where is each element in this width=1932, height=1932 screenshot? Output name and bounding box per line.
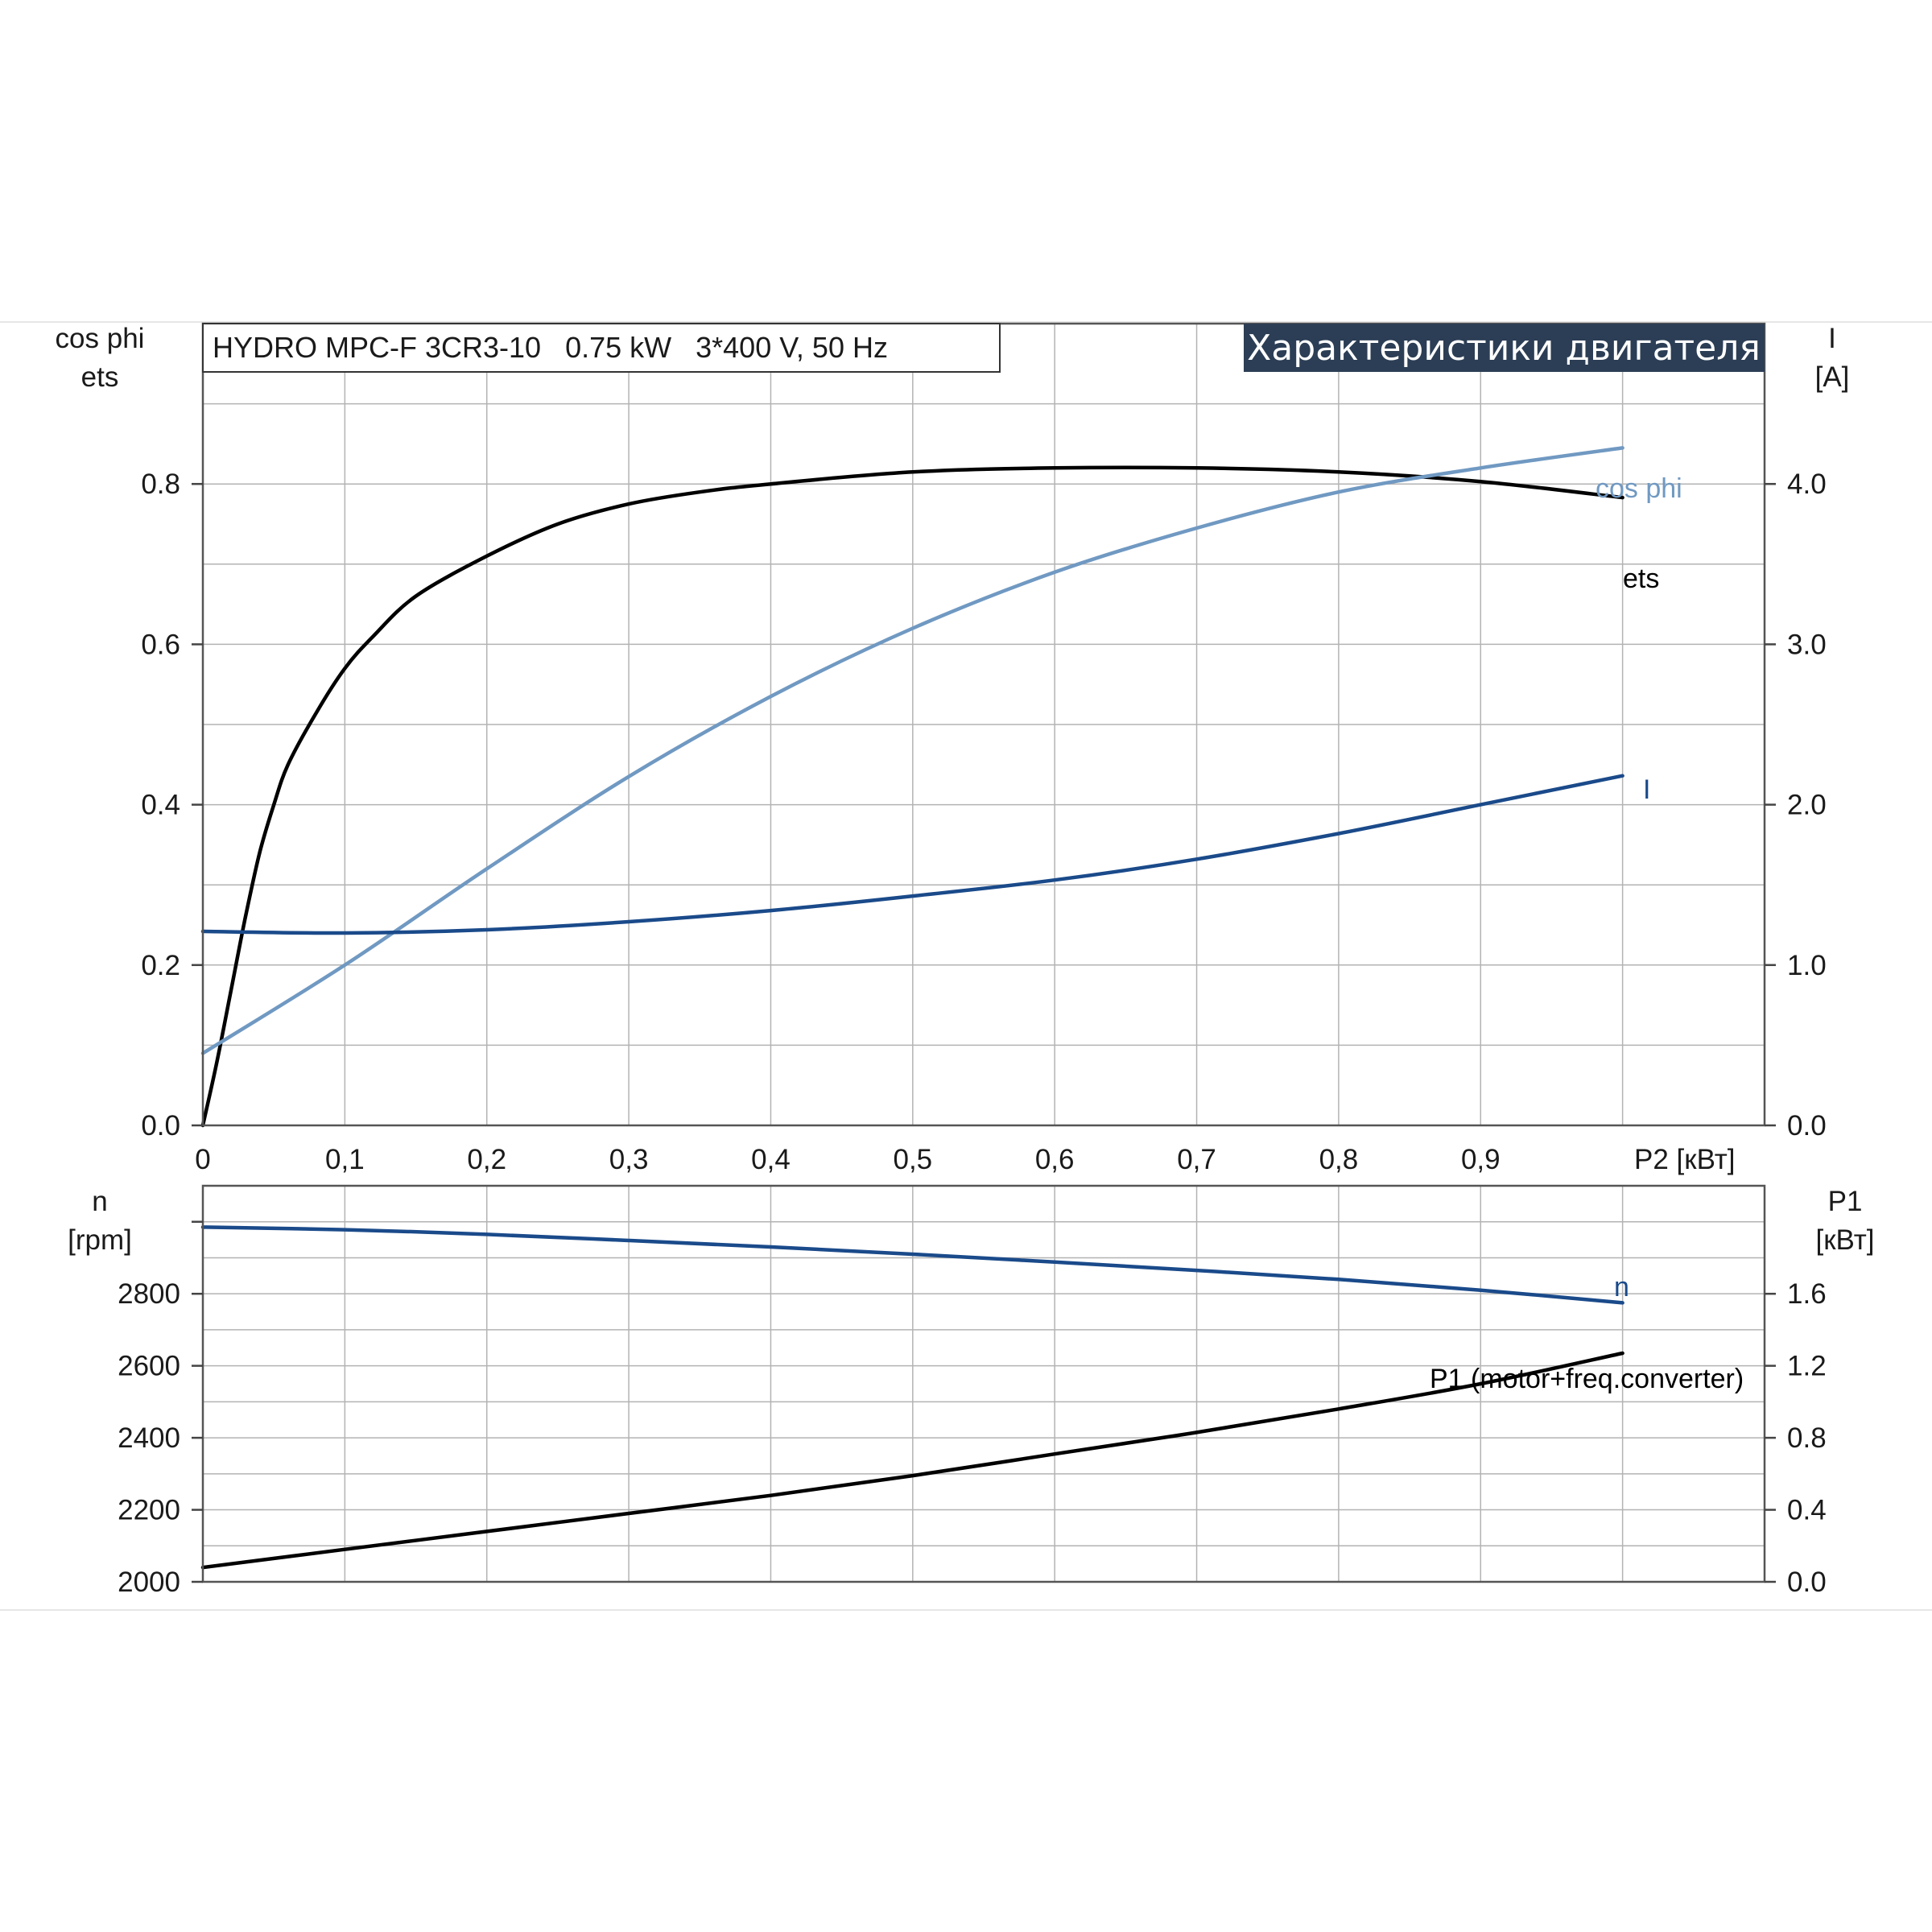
top-y-right-tick-label: 3.0 [1787, 629, 1827, 660]
top-grid [203, 324, 1765, 1125]
bottom-y-left-tick-label: 2800 [118, 1278, 180, 1310]
bottom-panel: 2000 2200 2400 2600 2800 0.0 0.4 0.8 1.2 1.6 n [r… [68, 1184, 1875, 1598]
x-tick-label: 0,4 [751, 1144, 791, 1175]
x-tick-label: 0,3 [609, 1144, 649, 1175]
bottom-y-right-tick-label: 0.0 [1787, 1567, 1827, 1598]
bottom-y-left-tick-label: 2200 [118, 1495, 180, 1526]
chart-subtitle: HYDRO MPC-F 3CR3-10 0.75 kW 3*400 V, 50 … [213, 331, 888, 364]
top-ticks: 0.0 0.2 0.4 0.6 0.8 0.0 1.0 2.0 3.0 4.0 0 0,1 0,2 0,3… [141, 469, 1826, 1175]
x-tick-label: 0,5 [893, 1144, 932, 1175]
y-right-label-p1: P1 [1828, 1186, 1863, 1217]
series-line-n [200, 1225, 1624, 1305]
x-tick-label: 0,6 [1035, 1144, 1075, 1175]
top-y-right-tick-label: 1.0 [1787, 950, 1827, 981]
top-y-right-tick-label: 4.0 [1787, 469, 1827, 500]
top-y-left-tick-label: 0.8 [141, 469, 180, 500]
x-tick-label: 0,8 [1319, 1144, 1359, 1175]
top-y-left-tick-label: 0.2 [141, 950, 180, 981]
top-series [200, 446, 1624, 1128]
bottom-y-left-tick-label: 2400 [118, 1422, 180, 1454]
x-tick-label: 0,7 [1177, 1144, 1216, 1175]
bottom-y-left-tick-label: 2600 [118, 1351, 180, 1382]
series-label-n: n [1614, 1272, 1629, 1302]
series-line-i [200, 774, 1624, 935]
top-y-left-tick-label: 0.0 [141, 1110, 180, 1141]
x-axis-label: P2 [кВт] [1634, 1144, 1736, 1175]
bottom-plot-border [201, 1184, 1766, 1583]
series-label-ets: ets [1623, 564, 1659, 594]
x-tick-label: 0,2 [467, 1144, 506, 1175]
series-label-cosphi: cos phi [1596, 473, 1682, 504]
bottom-y-left-tick-label: 2000 [118, 1567, 180, 1598]
y-left-label-cosphi: cos phi [56, 323, 145, 354]
top-panel: 0.0 0.2 0.4 0.6 0.8 0.0 1.0 2.0 3.0 4.0 0 0,1 0,2 0,3… [56, 322, 1850, 1175]
bottom-y-right-tick-label: 1.6 [1787, 1278, 1827, 1310]
bottom-series [200, 1225, 1624, 1570]
bottom-y-right-tick-label: 0.4 [1787, 1495, 1827, 1526]
y-left-label-n: n [92, 1186, 107, 1217]
top-y-left-tick-label: 0.6 [141, 629, 180, 660]
top-y-left-tick-label: 0.4 [141, 790, 180, 821]
y-right-label-a: [A] [1815, 361, 1850, 393]
series-line-ets [200, 465, 1624, 1128]
x-tick-label: 0 [195, 1144, 210, 1175]
top-y-right-tick-label: 2.0 [1787, 790, 1827, 821]
y-left-label-rpm: [rpm] [68, 1224, 132, 1256]
x-tick-label: 0,9 [1461, 1144, 1501, 1175]
top-y-right-tick-label: 0.0 [1787, 1110, 1827, 1141]
chart-title: Характеристики двигателя [1247, 328, 1761, 369]
bottom-y-right-tick-label: 0.8 [1787, 1422, 1827, 1454]
series-line-p1 [200, 1351, 1624, 1570]
x-tick-label: 0,1 [325, 1144, 365, 1175]
series-line-cos [200, 446, 1624, 1055]
info-box [202, 323, 1001, 373]
y-right-label-i: I [1828, 323, 1836, 354]
series-label-i: I [1643, 774, 1650, 805]
title-box [1244, 324, 1765, 372]
y-left-label-ets: ets [81, 361, 119, 393]
bottom-y-right-tick-label: 1.2 [1787, 1351, 1827, 1382]
series-label-p1: P1 (motor+freq.converter) [1430, 1364, 1744, 1394]
bottom-ticks: 2000 2200 2400 2600 2800 0.0 0.4 0.8 1.2 1.6 [118, 1220, 1827, 1598]
y-right-label-kw: [кВт] [1816, 1224, 1875, 1256]
